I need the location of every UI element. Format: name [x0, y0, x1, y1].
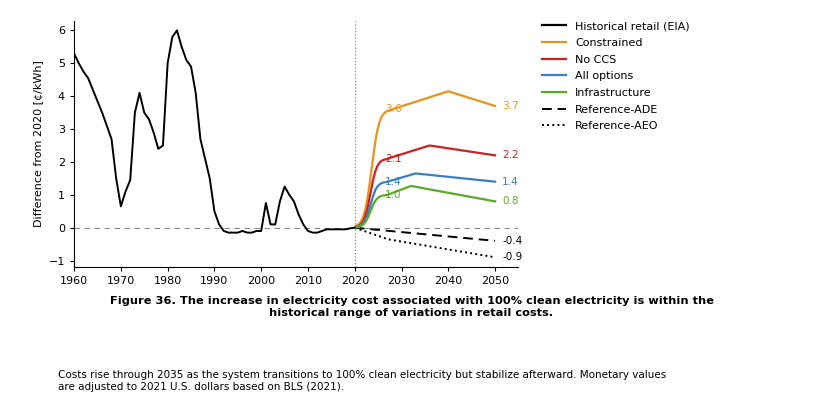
- Text: Figure 36. The increase in electricity cost associated with 100% clean electrici: Figure 36. The increase in electricity c…: [109, 296, 714, 318]
- Legend: Historical retail (EIA), Constrained, No CCS, All options, Infrastructure, Refer: Historical retail (EIA), Constrained, No…: [542, 21, 690, 131]
- Text: 3.7: 3.7: [502, 101, 518, 111]
- Text: 2.2: 2.2: [502, 150, 518, 160]
- Text: -0.4: -0.4: [502, 236, 523, 246]
- Text: 0.8: 0.8: [502, 196, 518, 206]
- Text: 3.6: 3.6: [385, 104, 402, 114]
- Text: 2.1: 2.1: [385, 154, 402, 164]
- Text: 1.4: 1.4: [385, 177, 402, 187]
- Text: Costs rise through 2035 as the system transitions to 100% clean electricity but : Costs rise through 2035 as the system tr…: [58, 370, 666, 392]
- Text: -0.9: -0.9: [502, 252, 523, 262]
- Text: 1.0: 1.0: [385, 190, 402, 200]
- Y-axis label: Difference from 2020 [¢/kWh]: Difference from 2020 [¢/kWh]: [33, 60, 43, 227]
- Text: 1.4: 1.4: [502, 177, 518, 187]
